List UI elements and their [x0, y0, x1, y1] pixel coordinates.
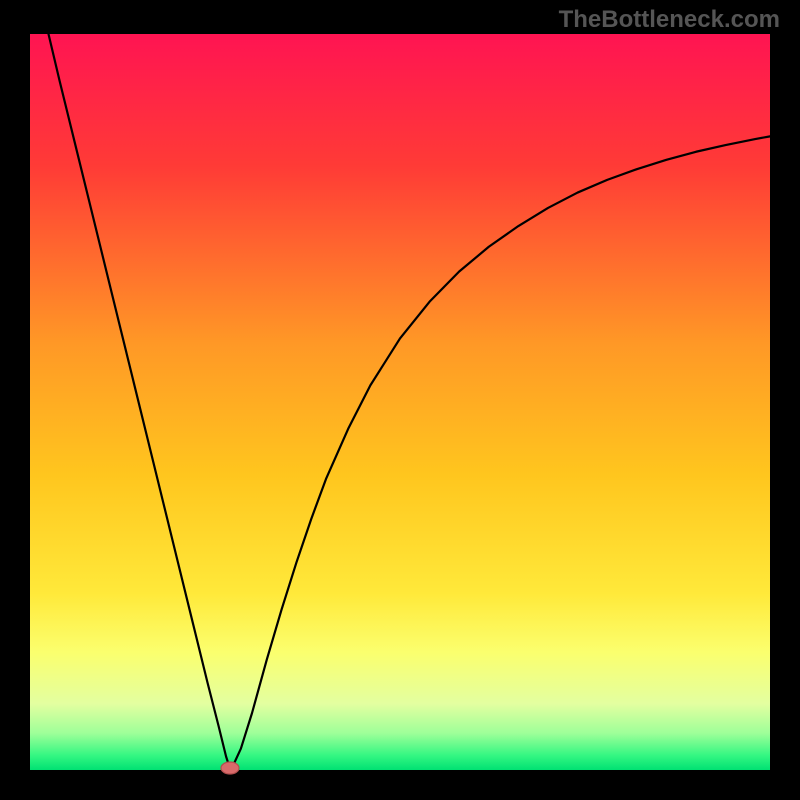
optimum-marker-svg — [220, 761, 240, 775]
chart-frame: TheBottleneck.com — [0, 0, 800, 800]
chart-svg — [30, 34, 770, 770]
optimum-marker — [220, 761, 240, 775]
bottleneck-curve — [49, 34, 771, 768]
watermark-text: TheBottleneck.com — [559, 6, 780, 34]
chart-plot-area — [30, 34, 770, 770]
optimum-marker-ellipse — [221, 762, 239, 774]
